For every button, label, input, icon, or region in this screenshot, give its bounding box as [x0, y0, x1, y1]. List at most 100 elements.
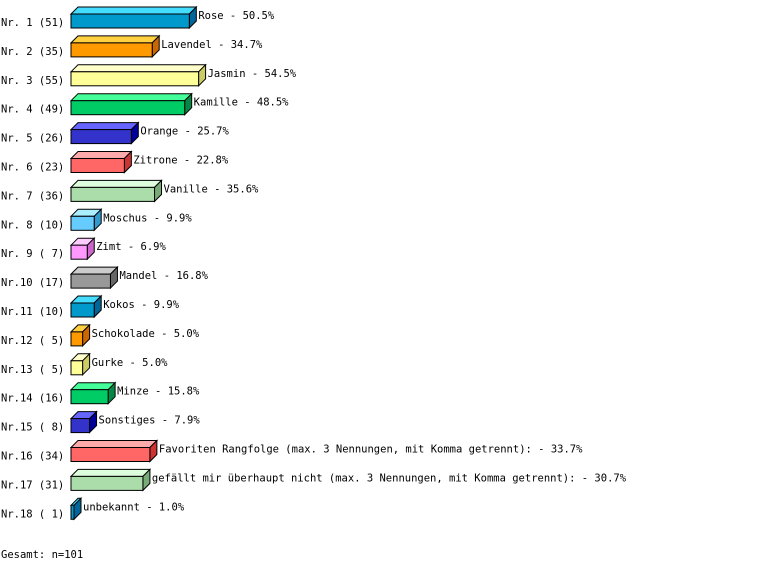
percent-label: 16.8% [176, 270, 208, 282]
rank-label: Nr. 9 ( 7) [1, 248, 64, 260]
category-label: gefällt mir überhaupt nicht (max. 3 Nenn… [152, 472, 595, 484]
bar [70, 13, 190, 29]
rank-label: Nr. 4 (49) [1, 104, 64, 116]
category-label: Orange - [140, 126, 197, 138]
bar [70, 418, 91, 434]
total-footer: Gesamt: n=101 [1, 549, 83, 561]
category-label: Zitrone - [133, 155, 196, 167]
rank-label: Nr. 2 (35) [1, 46, 64, 58]
bar-value-label: Orange - 25.7% [140, 126, 229, 138]
rank-label: Nr.14 (16) [1, 393, 64, 405]
bar-top-face [69, 468, 152, 477]
bar-value-label: Favoriten Rangfolge (max. 3 Nennungen, m… [159, 444, 583, 456]
percent-label: 54.5% [265, 68, 297, 80]
bar [70, 215, 95, 231]
bar-value-label: unbekannt - 1.0% [83, 501, 185, 513]
bar-value-label: Kamille - 48.5% [194, 97, 290, 109]
bar-top-face [69, 64, 207, 73]
percent-label: 33.7% [551, 444, 583, 456]
rank-label: Nr. 1 (51) [1, 17, 64, 29]
bar [70, 302, 95, 318]
rank-label: Nr.17 (31) [1, 479, 64, 491]
percent-label: 6.9% [141, 241, 167, 253]
category-label: Zimt - [96, 241, 140, 253]
rank-label: Nr.16 (34) [1, 451, 64, 463]
bar [70, 475, 144, 491]
rank-label: Nr. 3 (55) [1, 75, 64, 87]
bar [70, 504, 75, 520]
rank-label: Nr. 7 (36) [1, 190, 64, 202]
bar-value-label: Zimt - 6.9% [96, 241, 166, 253]
percent-label: 25.7% [197, 126, 229, 138]
percent-label: 5.0% [174, 328, 200, 340]
bar-value-label: Moschus - 9.9% [103, 212, 192, 224]
category-label: Jasmin - [208, 68, 265, 80]
percent-label: 9.9% [154, 299, 180, 311]
category-label: Sonstiges - [99, 415, 175, 427]
percent-label: 9.9% [166, 212, 192, 224]
bar-value-label: Vanille - 35.6% [164, 183, 260, 195]
bar [70, 158, 125, 173]
rank-label: Nr. 8 (10) [1, 219, 64, 231]
category-label: Vanille - [164, 183, 227, 195]
bar-top-face [69, 266, 119, 275]
rank-label: Nr.10 (17) [1, 277, 64, 289]
bar-value-label: Mandel - 16.8% [119, 270, 208, 282]
bar-value-label: Sonstiges - 7.9% [99, 415, 201, 427]
category-label: Kokos - [103, 299, 154, 311]
bar-value-label: Zitrone - 22.8% [133, 155, 229, 167]
category-label: unbekannt - [83, 501, 159, 513]
bar-top-face [69, 440, 159, 448]
bar-value-label: Kokos - 9.9% [103, 299, 180, 311]
category-label: Gurke - [92, 357, 143, 369]
bar [70, 360, 84, 376]
bar-value-label: Lavendel - 34.7% [161, 39, 263, 51]
bar-top-face [69, 151, 133, 159]
category-label: Kamille - [194, 97, 257, 109]
bar [70, 331, 84, 347]
percent-label: 34.7% [231, 39, 263, 51]
bar [70, 447, 151, 462]
bar-top-face [69, 6, 198, 15]
bar-top-face [69, 179, 163, 188]
percent-label: 30.7% [594, 472, 626, 484]
bar [70, 100, 186, 116]
bar-top-face [69, 122, 140, 131]
percent-label: 7.9% [174, 415, 200, 427]
category-label: Favoriten Rangfolge (max. 3 Nennungen, m… [159, 444, 551, 456]
category-label: Minze - [117, 386, 168, 398]
bar [70, 42, 153, 58]
bar-value-label: Minze - 15.8% [117, 386, 200, 398]
percent-label: 50.5% [243, 10, 275, 22]
rank-label: Nr.11 (10) [1, 306, 64, 318]
bar-top-face [69, 93, 193, 102]
bar [70, 71, 200, 87]
rank-label: Nr.15 ( 8) [1, 422, 64, 434]
percent-label: 1.0% [159, 501, 185, 513]
percent-label: 5.0% [142, 357, 168, 369]
percent-label: 22.8% [197, 155, 229, 167]
category-label: Lavendel - [161, 39, 231, 51]
rank-label: Nr. 6 (23) [1, 162, 64, 174]
bar-value-label: Rose - 50.5% [198, 10, 275, 22]
bar [70, 186, 156, 202]
rank-label: Nr.12 ( 5) [1, 335, 64, 347]
percent-label: 48.5% [257, 97, 289, 109]
bar-top-face [69, 35, 161, 44]
rank-label: Nr.18 ( 1) [1, 508, 64, 520]
category-label: Mandel - [119, 270, 176, 282]
percent-label: 15.8% [168, 386, 200, 398]
category-label: Schokolade - [92, 328, 174, 340]
bar [70, 244, 88, 260]
bar [70, 273, 111, 289]
bar [70, 129, 132, 145]
percent-label: 35.6% [227, 183, 259, 195]
bar-value-label: gefällt mir überhaupt nicht (max. 3 Nenn… [152, 472, 627, 484]
category-label: Rose - [198, 10, 242, 22]
rank-label: Nr. 5 (26) [1, 133, 64, 145]
bar-value-label: Gurke - 5.0% [92, 357, 169, 369]
bar [70, 389, 109, 405]
bar-value-label: Jasmin - 54.5% [208, 68, 297, 80]
bar-value-label: Schokolade - 5.0% [92, 328, 200, 340]
